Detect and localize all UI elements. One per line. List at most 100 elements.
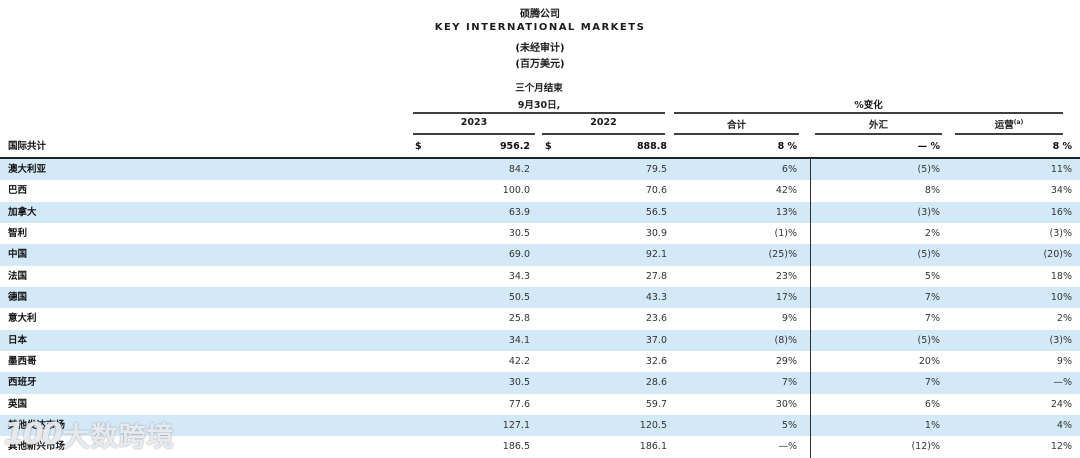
amount: 956.2	[499, 141, 530, 152]
amount: 127.1	[502, 420, 530, 432]
value-2023: 63.9	[405, 202, 537, 223]
amount: 30.5	[508, 228, 530, 240]
value-2023: 77.6	[405, 394, 537, 415]
amount: 63.9	[508, 206, 530, 218]
amount: 84.2	[508, 164, 530, 175]
pct-total: 9%	[781, 313, 797, 325]
amount: 70.6	[645, 185, 667, 197]
column-divider-2023	[413, 133, 535, 135]
market-name: 澳大利亚	[8, 164, 47, 175]
pct-fx: (12)%	[911, 441, 940, 453]
market-name: 英国	[8, 398, 28, 410]
unaudited-note: (未经审计)	[515, 43, 565, 54]
market-name: 墨西哥	[8, 356, 37, 368]
amount: 186.1	[639, 441, 667, 453]
value-2023: 69.0	[405, 244, 537, 265]
pct-total: 30%	[775, 398, 797, 410]
value-2023: 127.1	[405, 415, 537, 436]
market-name: 中国	[8, 249, 28, 261]
table-row: 墨西哥 42.2 32.6 29% 20% 9%	[0, 351, 1080, 372]
column-header-operational-label: 运营	[994, 120, 1014, 131]
table-row: 澳大利亚 84.2 79.5 6% (5)% 11%	[0, 159, 1080, 181]
pct-fx: (5)%	[917, 334, 940, 346]
value-2023: 42.2	[405, 351, 537, 372]
pct-operational: 11%	[1050, 164, 1072, 175]
amount: 43.3	[645, 292, 667, 304]
currency-symbol: $	[415, 141, 422, 152]
footnote-marker: (a)	[1013, 118, 1024, 126]
market-name: 其他新兴市场	[8, 441, 66, 453]
pct-total: 8 %	[777, 141, 797, 152]
value-2022: 30.9	[537, 223, 669, 244]
amount: 30.9	[645, 228, 667, 240]
table-row: 加拿大 63.9 56.5 13% (3)% 16%	[0, 201, 1080, 224]
pct-total: 13%	[775, 206, 797, 218]
amount: 186.5	[502, 441, 530, 453]
pct-fx: 8%	[924, 185, 940, 197]
pct-group-divider	[674, 112, 1063, 114]
report-title: KEY INTERNATIONAL MARKETS	[434, 22, 646, 33]
pct-total: (1)%	[774, 228, 797, 240]
value-2022: 92.1	[537, 244, 669, 265]
amount: 50.5	[508, 292, 530, 304]
pct-total: 17%	[775, 292, 797, 304]
amount: 120.5	[639, 420, 667, 432]
column-divider-operational	[955, 133, 1063, 135]
value-2022: 186.1	[537, 436, 669, 457]
value-2022: $888.8	[537, 136, 669, 157]
pct-operational: (3)%	[1049, 334, 1072, 346]
column-header-2022: 2022	[590, 117, 617, 128]
pct-total: 7%	[781, 377, 797, 389]
value-2022: 59.7	[537, 394, 669, 415]
table-row: 智利 30.5 30.9 (1)% 2% (3)%	[0, 223, 1080, 244]
amount: 92.1	[645, 249, 667, 261]
value-2022: 27.8	[537, 266, 669, 287]
table-row: 日本 34.1 37.0 (8)% (5)% (3)%	[0, 329, 1080, 352]
table-row: 英国 77.6 59.7 30% 6% 24%	[0, 394, 1080, 415]
pct-operational: 2%	[1056, 313, 1072, 325]
table-body: 澳大利亚 84.2 79.5 6% (5)% 11% 巴西 100.0 70.6…	[0, 159, 1080, 458]
column-divider-2022	[542, 133, 665, 135]
amount: 100.0	[502, 185, 530, 197]
value-2023: 100.0	[405, 180, 537, 201]
pct-fx: 7%	[924, 377, 940, 389]
market-name: 西班牙	[8, 377, 37, 389]
value-2022: 70.6	[537, 180, 669, 201]
column-header-fx: 外汇	[868, 120, 888, 131]
column-header-total: 合计	[726, 120, 746, 131]
value-2023: $956.2	[405, 136, 537, 157]
period-header-line1: 三个月结束	[515, 83, 563, 94]
value-2023: 30.5	[405, 372, 537, 393]
value-2023: 84.2	[405, 159, 537, 180]
pct-total: (25)%	[768, 249, 797, 261]
pct-fx: 1%	[924, 420, 940, 432]
amount: 69.0	[508, 249, 530, 261]
pct-fx: 7%	[924, 313, 940, 325]
pct-fx: 6%	[924, 398, 940, 410]
pct-total: 42%	[775, 185, 797, 197]
table-row: 意大利 25.8 23.6 9% 7% 2%	[0, 308, 1080, 329]
pct-operational: (20)%	[1043, 249, 1072, 261]
amount: 34.3	[508, 270, 530, 282]
value-2023: 30.5	[405, 223, 537, 244]
key-international-markets-table: 国际共计 $956.2 $888.8 8 % — % 8 % 澳大利亚 84.2…	[0, 136, 1080, 458]
table-row: 法国 34.3 27.8 23% 5% 18%	[0, 266, 1080, 287]
pct-operational: 34%	[1050, 185, 1072, 197]
pct-fx: 20%	[918, 356, 940, 368]
market-name: 意大利	[8, 313, 37, 325]
pct-fx: — %	[917, 141, 940, 152]
amount: 25.8	[508, 313, 530, 325]
market-name: 智利	[8, 228, 28, 240]
amount: 77.6	[508, 398, 530, 410]
table-row: 巴西 100.0 70.6 42% 8% 34%	[0, 180, 1080, 201]
value-2022: 79.5	[537, 159, 669, 180]
amount: 42.2	[508, 356, 530, 368]
column-divider-fx	[815, 133, 942, 135]
market-name: 德国	[8, 292, 28, 304]
amount: 34.1	[508, 334, 530, 346]
pct-total: 29%	[775, 356, 797, 368]
pct-operational: 24%	[1050, 398, 1072, 410]
pct-fx: 7%	[924, 292, 940, 304]
pct-total: 5%	[781, 420, 797, 432]
table-row: 其他发达市场 127.1 120.5 5% 1% 4%	[0, 415, 1080, 437]
